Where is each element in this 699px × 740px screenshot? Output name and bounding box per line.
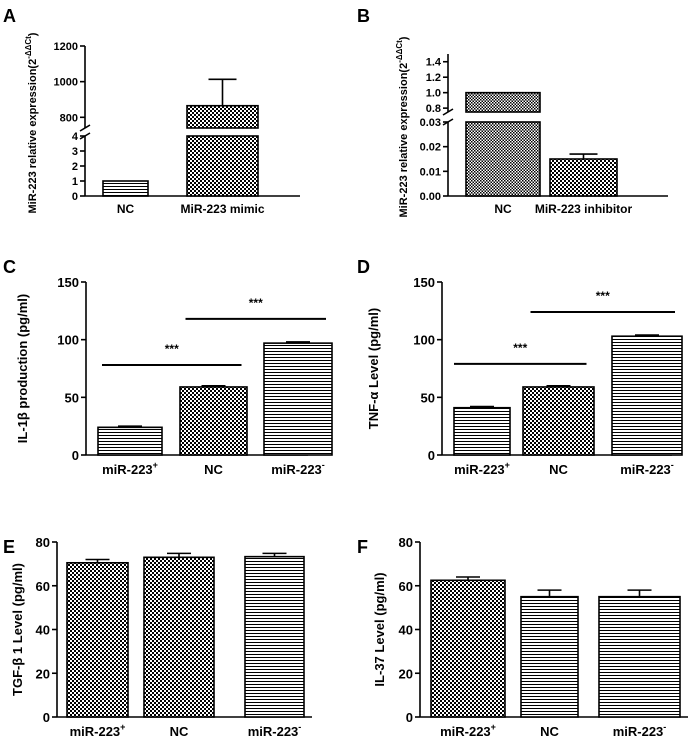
y-tick-label: 0: [72, 191, 78, 203]
y-tick-label: 40: [36, 623, 50, 638]
bar: [520, 595, 579, 718]
y-tick-label: 40: [399, 623, 413, 638]
y-tick-label: 0: [43, 710, 50, 725]
y-tick-label: 4: [72, 131, 79, 143]
bar: [244, 555, 305, 718]
bar: [430, 579, 506, 718]
y-tick-label: 0.00: [420, 191, 441, 203]
x-category-label: NC: [117, 202, 135, 216]
y-tick-label: 3: [72, 146, 78, 158]
bar: [611, 335, 683, 456]
y-tick-label: 150: [413, 275, 435, 290]
y-tick-label: 60: [36, 579, 50, 594]
y-axis-title: MiR-223 relative expression(2-ΔΔCt): [24, 32, 39, 213]
x-category-label: NC: [204, 462, 223, 477]
y-tick-label: 0.8: [426, 103, 441, 115]
y-tick-label: 1.2: [426, 72, 441, 84]
x-category-label: miR-223+: [70, 722, 126, 739]
x-category-label: miR-223+: [102, 460, 158, 477]
chart-panel-d: D 0 50 100 150 miR-223+ NC miR-223- TNF-α Level …: [357, 257, 683, 477]
bar-lower-segment: [186, 135, 259, 197]
significance-label: ***: [513, 341, 527, 355]
x-category-label: NC: [540, 724, 559, 739]
chart-panel-a: A 0 1 2 3 4 800 1000 1200 NC MiR-223 mimic MiR-223 …: [3, 6, 300, 216]
significance-label: ***: [596, 289, 610, 303]
significance-label: ***: [165, 342, 179, 356]
y-tick-label: 100: [413, 333, 435, 348]
bar: [143, 556, 215, 718]
panel-label: D: [357, 257, 370, 277]
x-category-label: NC: [170, 724, 189, 739]
x-category-label: miR-223+: [454, 460, 510, 477]
y-tick-label: 0.01: [420, 166, 441, 178]
x-category-label: miR-223-: [613, 722, 667, 739]
x-category-label: MiR-223 inhibitor: [535, 202, 633, 216]
y-tick-label: 2: [72, 161, 78, 173]
x-category-label: MiR-223 mimic: [180, 202, 264, 216]
panel-label: A: [3, 6, 16, 26]
bar: [598, 595, 681, 718]
chart-panel-c: C 0 50 100 150 miR-223+ NC miR-223- IL-1β produc…: [3, 257, 333, 477]
x-category-label: miR-223+: [440, 722, 496, 739]
panel-label: E: [3, 537, 15, 557]
chart-panel-b: B 0.00 0.01 0.02 0.03 0.8 1.0 1.2 1.4 NC MiR-223 i…: [357, 6, 668, 217]
y-axis-title: TGF-β 1 Level (pg/ml): [10, 563, 25, 696]
bar: [179, 386, 248, 456]
y-tick-label: 1: [72, 176, 78, 188]
y-tick-label: 0: [72, 448, 79, 463]
bar: [263, 342, 333, 456]
bar: [97, 426, 163, 456]
x-category-label: miR-223-: [248, 722, 302, 739]
x-category-label: NC: [549, 462, 568, 477]
chart-panel-f: F 0 20 40 60 80 miR-223+ NC miR-223- IL-37 Level …: [357, 535, 688, 739]
y-axis-title: IL-37 Level (pg/ml): [372, 572, 387, 686]
chart-panel-e: E 0 20 40 60 80 miR-223+ NC miR-223- TGF-β 1 Leve…: [3, 535, 312, 739]
bar: [549, 158, 618, 197]
y-tick-label: 50: [421, 390, 435, 405]
y-axis-title: MiR-223 relative expression(2-ΔΔCt): [395, 36, 410, 217]
bar-upper-segment: [465, 91, 541, 113]
y-tick-label: 0.03: [420, 117, 441, 129]
bar: [102, 180, 149, 197]
y-tick-label: 0: [428, 448, 435, 463]
y-tick-label: 1.4: [426, 57, 442, 69]
bar: [453, 406, 511, 456]
y-tick-label: 800: [60, 112, 78, 124]
panel-label: C: [3, 257, 16, 277]
y-tick-label: 80: [36, 535, 50, 550]
y-tick-label: 1200: [54, 41, 78, 53]
y-tick-label: 0: [406, 710, 413, 725]
axis-break-mark: [442, 108, 454, 116]
y-axis-title: IL-1β production (pg/ml): [15, 294, 30, 443]
y-axis-title: TNF-α Level (pg/ml): [366, 308, 381, 429]
bar: [66, 561, 129, 718]
bar-upper-segment: [186, 104, 259, 129]
y-tick-label: 50: [65, 390, 79, 405]
y-tick-label: 20: [399, 666, 413, 681]
y-tick-label: 150: [57, 275, 79, 290]
bar: [522, 386, 595, 456]
axis-break-mark: [79, 124, 91, 132]
x-category-label: miR-223-: [271, 460, 325, 477]
y-tick-label: 1000: [54, 77, 78, 89]
y-tick-label: 60: [399, 579, 413, 594]
panel-label: F: [357, 537, 368, 557]
x-category-label: NC: [494, 202, 512, 216]
y-tick-label: 100: [57, 333, 79, 348]
y-tick-label: 1.0: [426, 88, 441, 100]
bar-lower-segment: [465, 121, 541, 197]
x-category-label: miR-223-: [620, 460, 674, 477]
significance-label: ***: [249, 296, 263, 310]
panel-label: B: [357, 6, 370, 26]
y-tick-label: 20: [36, 666, 50, 681]
y-tick-label: 80: [399, 535, 413, 550]
y-tick-label: 0.02: [420, 142, 441, 154]
